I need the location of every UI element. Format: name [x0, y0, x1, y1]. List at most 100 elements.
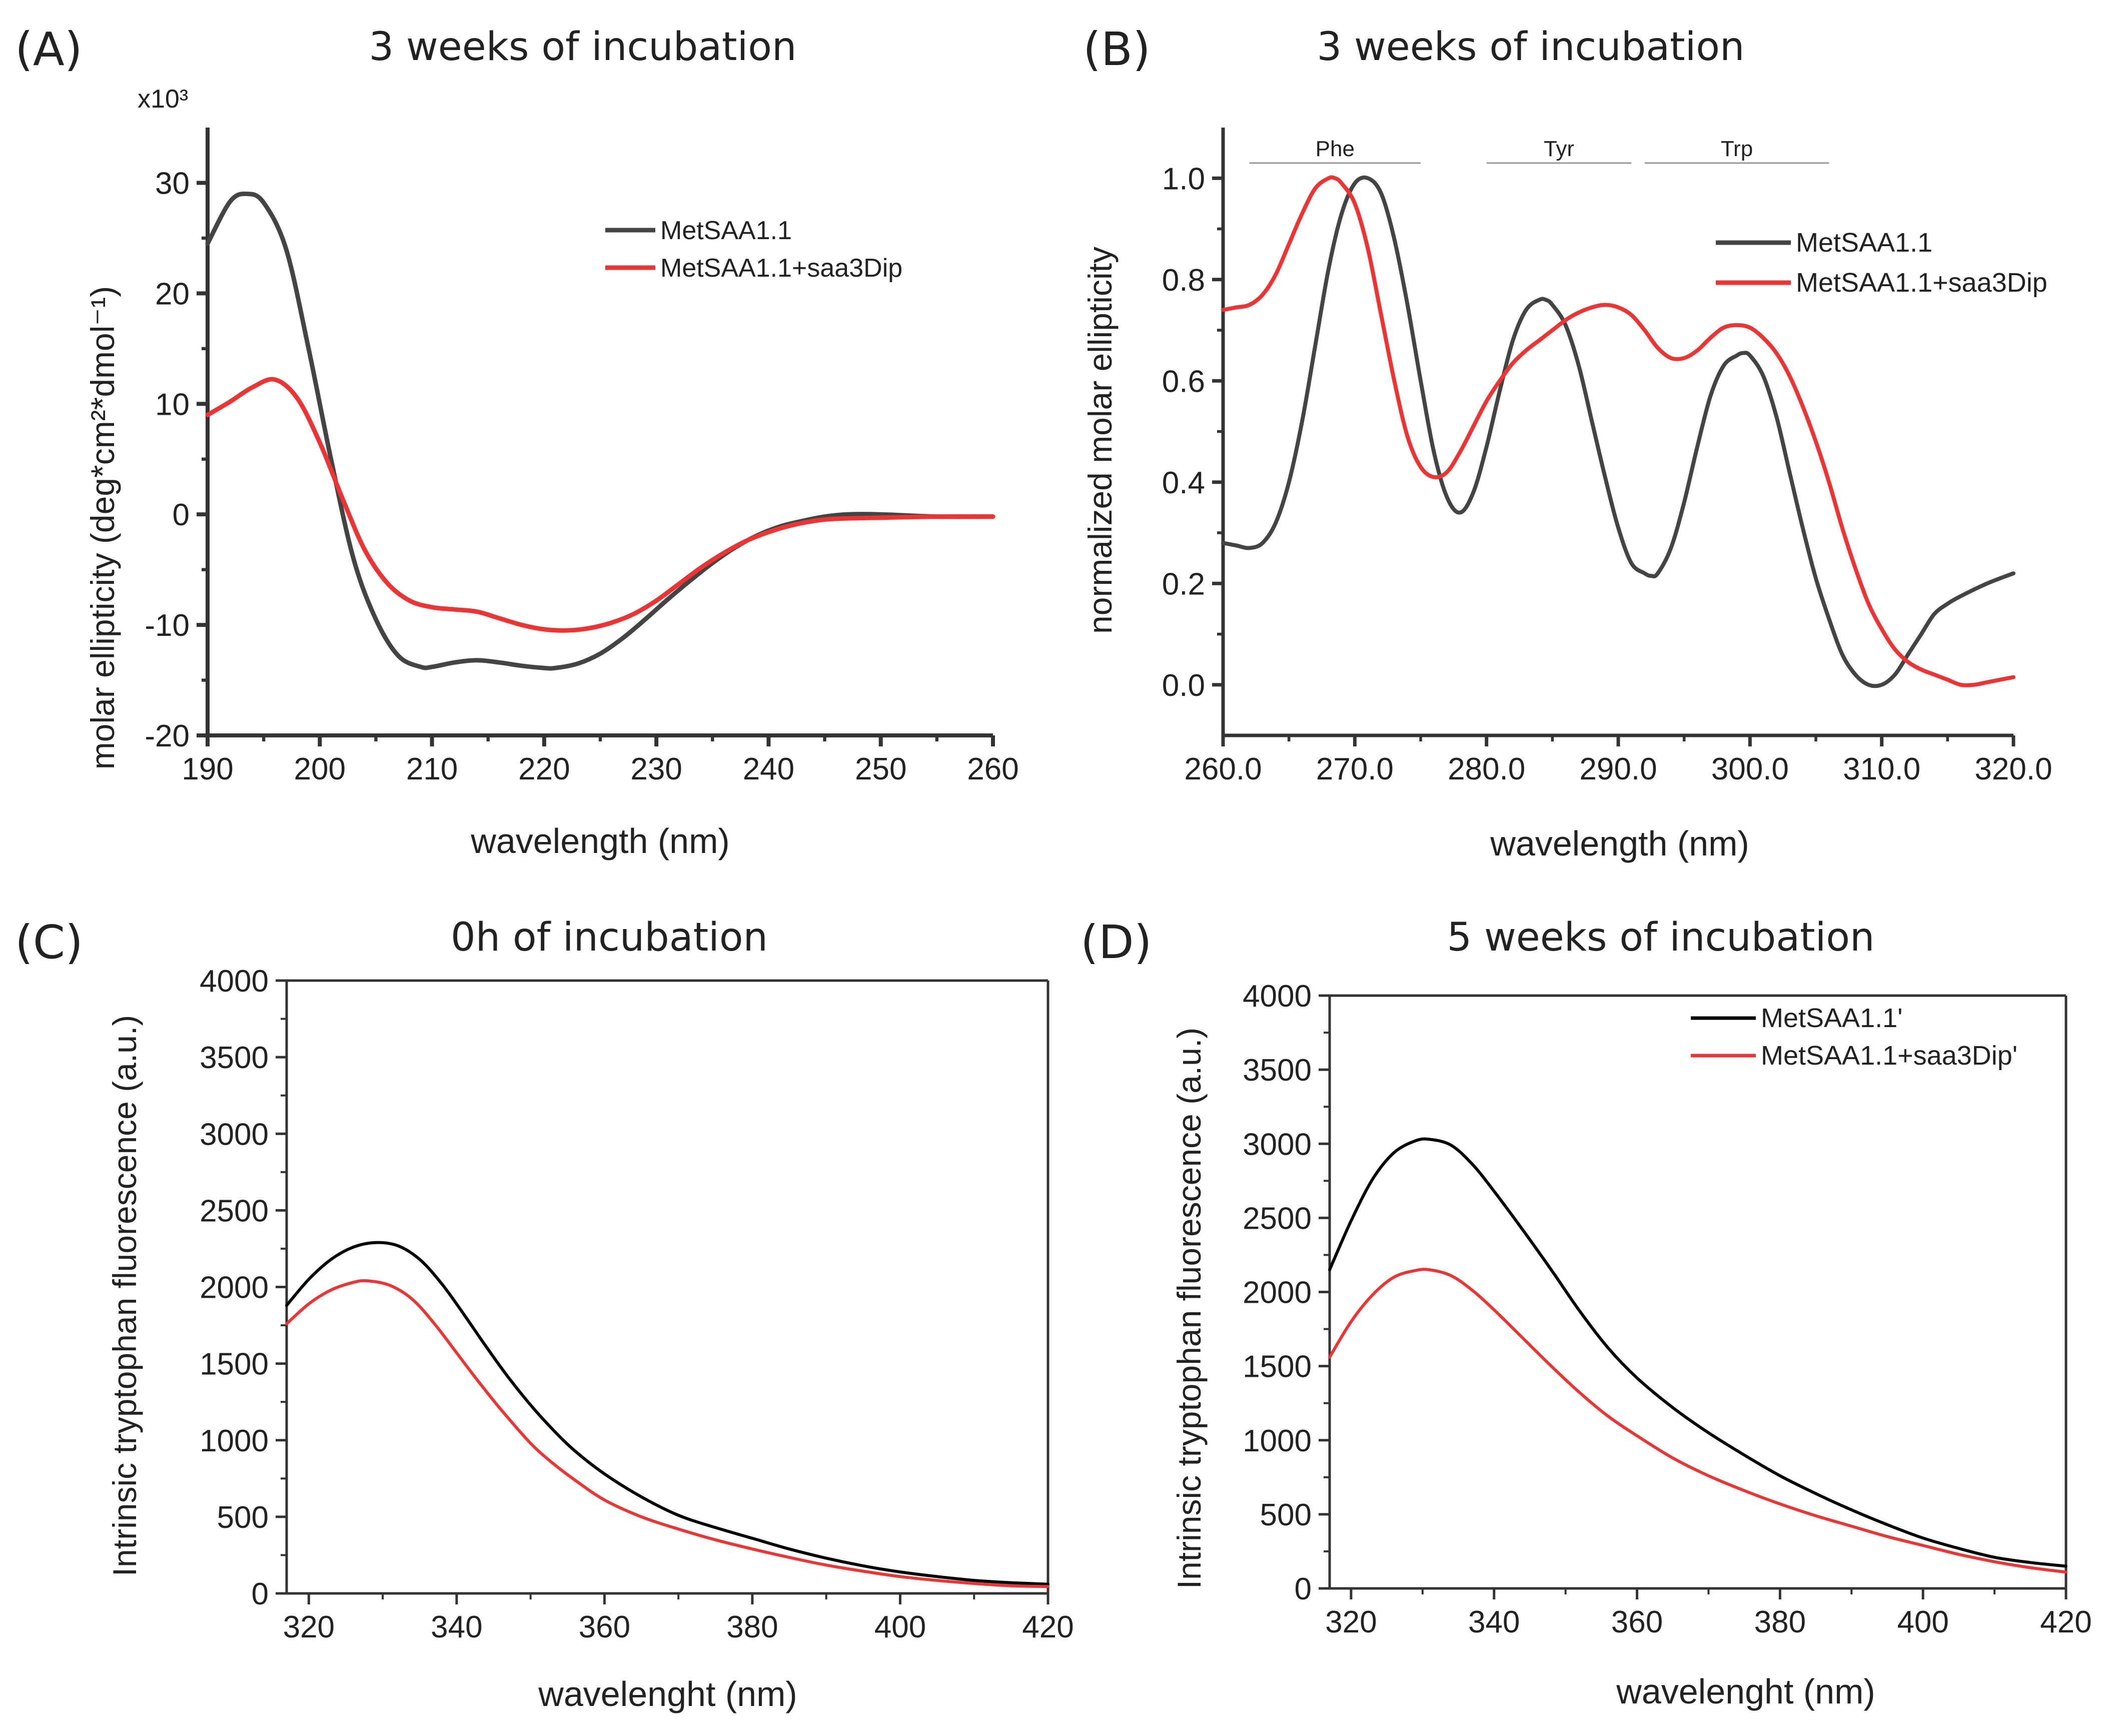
- panel-b: (B) 3 weeks of incubation normalized mol…: [1082, 23, 2052, 863]
- y-tick-label: 0.8: [1162, 263, 1205, 298]
- panel-d-axes: 320 340 360 380 400 420 0 500 1000 1500 2000 2500 30…: [1243, 979, 2092, 1639]
- x-tick-label: 300.0: [1711, 752, 1789, 786]
- panel-a: (A) 3 weeks of incubation x10³ molar ell…: [15, 23, 1019, 860]
- y-tick-label: 2500: [200, 1194, 269, 1228]
- x-tick-label: 190: [182, 752, 233, 786]
- panel-d-x-axis-title: wavelenght (nm): [1616, 1672, 1875, 1711]
- series-line-metsaa1-1: [285, 1241, 1049, 1586]
- panel-c-title: 0h of incubation: [451, 915, 768, 960]
- y-tick-label: 0: [252, 1577, 269, 1611]
- x-tick-label: 400: [874, 1610, 926, 1644]
- y-tick-label: 0.0: [1162, 668, 1205, 703]
- x-tick-label: 420: [1022, 1610, 1074, 1644]
- panel-d-title: 5 weeks of incubation: [1447, 915, 1875, 960]
- y-tick-label: 2000: [200, 1271, 269, 1305]
- legend-label-metsaa-saa3dip: MetSAA1.1+saa3Dip': [1761, 1041, 2017, 1071]
- x-tick-label: 260.0: [1184, 752, 1262, 786]
- y-tick-label: 1000: [200, 1424, 269, 1458]
- panel-a-y-axis-title: molar ellipticity (deg*cm²*dmol⁻¹): [84, 286, 121, 769]
- panel-d-legend: MetSAA1.1' MetSAA1.1+saa3Dip': [1691, 1003, 2017, 1071]
- y-tick-label: 10: [155, 387, 190, 422]
- panel-b-series: [1221, 175, 2015, 688]
- panel-c: (C) 0h of incubation Intrinsic tryptopha…: [15, 915, 1074, 1713]
- series-line-metsaa1-1-saa3dip: [205, 377, 995, 633]
- y-tick-label: 1.0: [1162, 162, 1205, 196]
- legend-label-metsaa: MetSAA1.1': [1761, 1003, 1902, 1033]
- x-tick-label: 420: [2040, 1605, 2091, 1639]
- panel-b-legend: MetSAA1.1 MetSAA1.1+saa3Dip: [1716, 228, 2047, 298]
- x-tick-label: 320: [283, 1610, 335, 1644]
- y-tick-label: 2500: [1243, 1201, 1312, 1236]
- series-line-metsaa1-1-saa3dip: [1328, 1268, 2067, 1574]
- x-tick-label: 220: [518, 752, 570, 786]
- x-tick-label: 340: [1468, 1605, 1520, 1639]
- panel-a-title: 3 weeks of incubation: [369, 25, 797, 70]
- panel-a-label: (A): [15, 23, 83, 76]
- x-tick-label: 400: [1897, 1605, 1948, 1639]
- x-tick-label: 250: [855, 752, 906, 786]
- x-tick-label: 240: [743, 752, 794, 786]
- x-tick-label: 320: [1325, 1605, 1377, 1639]
- annotation-label: Phe: [1316, 137, 1355, 161]
- y-tick-label: -20: [145, 719, 190, 753]
- legend-label-metsaa-saa3dip: MetSAA1.1+saa3Dip: [660, 254, 902, 283]
- panel-b-y-axis-title: normalized molar ellipticity: [1082, 247, 1119, 634]
- x-tick-label: 360: [579, 1610, 630, 1644]
- panel-c-y-axis-title: Intrinsic tryptophan fluorescence (a.u.): [106, 1015, 143, 1577]
- y-tick-label: 0: [1295, 1572, 1312, 1606]
- panel-d-label: (D): [1081, 916, 1152, 969]
- x-tick-label: 310.0: [1843, 752, 1920, 786]
- y-tick-label: 30: [155, 166, 190, 201]
- y-tick-label: 1500: [200, 1347, 269, 1382]
- panel-c-x-axis-title: wavelenght (nm): [538, 1674, 797, 1713]
- y-tick-label: 3500: [1243, 1053, 1312, 1088]
- x-tick-label: 230: [630, 752, 682, 786]
- y-tick-label: 3500: [200, 1041, 269, 1075]
- panel-a-axes: 190 200 210 220 230 240 250 260 -20 -10 0 10 20 30: [145, 128, 1019, 786]
- panel-a-series: [205, 191, 995, 671]
- panel-c-label: (C): [15, 916, 83, 969]
- y-tick-label: 3000: [200, 1117, 269, 1152]
- y-tick-label: 500: [1260, 1498, 1312, 1532]
- panel-c-series: [285, 1241, 1049, 1588]
- x-tick-label: 210: [406, 752, 458, 786]
- y-tick-label: -10: [145, 608, 190, 643]
- y-tick-label: 0.6: [1162, 364, 1205, 399]
- y-tick-label: 1000: [1243, 1424, 1312, 1458]
- y-tick-label: 4000: [1243, 979, 1312, 1014]
- y-tick-label: 1500: [1243, 1350, 1312, 1384]
- panel-c-axes: 320 340 360 380 400 420 0 500 1000 1500 2000 2500 30…: [200, 964, 1074, 1644]
- x-tick-label: 380: [1754, 1605, 1806, 1639]
- y-tick-label: 20: [155, 277, 190, 311]
- x-tick-label: 290.0: [1579, 752, 1657, 786]
- y-tick-label: 0: [173, 498, 190, 532]
- x-tick-label: 320.0: [1974, 752, 2052, 786]
- annotation-label: Tyr: [1544, 137, 1574, 161]
- x-tick-label: 380: [726, 1610, 778, 1644]
- y-tick-label: 0.2: [1162, 567, 1205, 601]
- panel-b-x-axis-title: wavelength (nm): [1490, 824, 1749, 863]
- panel-b-axes: 260.0 270.0 280.0 290.0 300.0 310.0 320.0 0.0 0.…: [1162, 128, 2052, 786]
- legend-label-metsaa: MetSAA1.1: [1796, 228, 1932, 258]
- panel-a-x-axis-title: wavelength (nm): [470, 821, 729, 860]
- x-tick-label: 270.0: [1316, 752, 1394, 786]
- y-tick-label: 2000: [1243, 1276, 1312, 1310]
- series-line-metsaa1-1-saa3dip: [1221, 175, 2015, 687]
- panel-a-multiplier: x10³: [138, 85, 188, 114]
- x-tick-label: 260: [967, 752, 1018, 786]
- panel-d-series: [1328, 1137, 2067, 1574]
- panel-a-legend: MetSAA1.1 MetSAA1.1+saa3Dip: [605, 216, 902, 283]
- legend-label-metsaa: MetSAA1.1: [660, 216, 792, 245]
- x-tick-label: 340: [431, 1610, 482, 1644]
- panel-d: (D) 5 weeks of incubation Intrinsic tryp…: [1081, 915, 2092, 1711]
- y-tick-label: 500: [217, 1500, 269, 1535]
- x-tick-label: 200: [294, 752, 346, 786]
- panel-d-y-axis-title: Intrinsic tryptophan fluorescence (a.u.): [1171, 1028, 1208, 1589]
- series-line-metsaa1-1-saa3dip: [285, 1279, 1049, 1588]
- x-tick-label: 360: [1611, 1605, 1663, 1639]
- panel-b-title: 3 weeks of incubation: [1317, 25, 1745, 70]
- y-tick-label: 4000: [200, 964, 269, 999]
- y-tick-label: 3000: [1243, 1127, 1312, 1162]
- legend-label-metsaa-saa3dip: MetSAA1.1+saa3Dip: [1796, 268, 2047, 298]
